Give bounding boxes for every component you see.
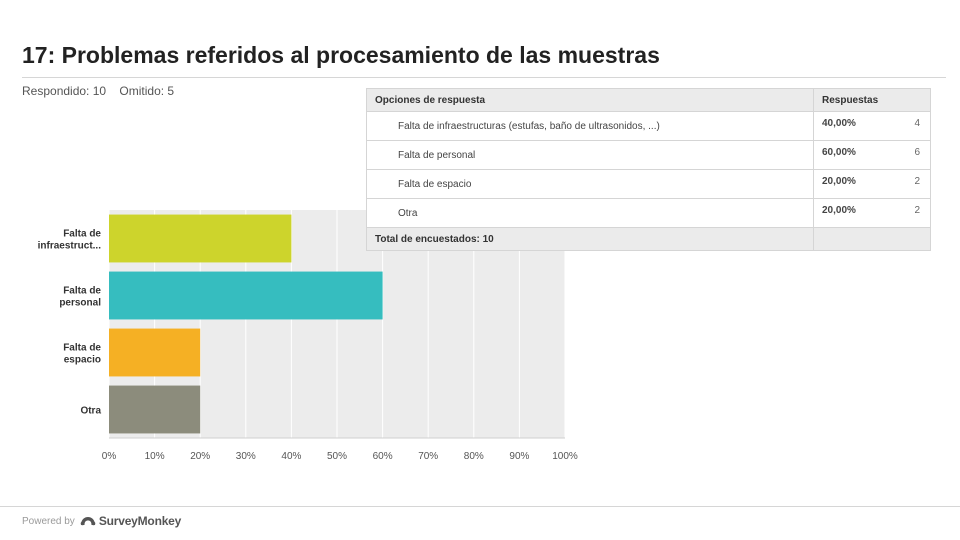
- option-label: Falta de infraestructuras (estufas, baño…: [366, 111, 814, 141]
- response-percent: 60,00%: [822, 147, 856, 158]
- header-options: Opciones de respuesta: [366, 88, 814, 112]
- response-count: 4: [914, 118, 920, 129]
- category-label-line: espacio: [64, 355, 101, 366]
- x-tick-label: 50%: [327, 451, 347, 462]
- table-row: Falta de infraestructuras (estufas, baño…: [366, 111, 931, 141]
- bar: [109, 385, 201, 434]
- response-cell: 60,00% 6: [813, 140, 931, 170]
- category-label-line: Falta de: [63, 343, 101, 354]
- monkey-logo-icon: [80, 517, 96, 526]
- x-tick-label: 10%: [145, 451, 165, 462]
- brand-name: SurveyMonkey: [98, 514, 182, 528]
- table-row: Falta de personal 60,00% 6: [366, 140, 931, 170]
- x-tick-label: 20%: [190, 451, 210, 462]
- footer-divider: [0, 506, 960, 507]
- response-stats: Respondido: 10 Omitido: 5: [22, 84, 174, 98]
- question-title: 17: Problemas referidos al procesamiento…: [22, 42, 660, 68]
- category-label: Falta de infraestruct...: [38, 229, 102, 252]
- x-tick-label: 90%: [509, 451, 529, 462]
- response-count: 2: [914, 176, 920, 187]
- bar: [109, 214, 292, 263]
- category-label-line: Falta de: [63, 229, 101, 240]
- response-cell: 20,00% 2: [813, 169, 931, 199]
- category-label-line: Falta de: [63, 286, 101, 297]
- option-label: Falta de personal: [366, 140, 814, 170]
- total-respondents: Total de encuestados: 10: [366, 227, 814, 251]
- x-tick-label: 100%: [552, 451, 578, 462]
- x-tick-label: 40%: [281, 451, 301, 462]
- responses-table: Opciones de respuesta Respuestas Falta d…: [366, 88, 931, 251]
- total-empty-cell: [813, 227, 931, 251]
- table-total-row: Total de encuestados: 10: [366, 227, 931, 251]
- option-label: Falta de espacio: [366, 169, 814, 199]
- x-tick-label: 0%: [102, 451, 117, 462]
- surveymonkey-logo: SurveyMonkey: [80, 514, 181, 528]
- x-tick-label: 80%: [464, 451, 484, 462]
- response-count: 2: [914, 205, 920, 216]
- x-tick-label: 70%: [418, 451, 438, 462]
- skipped-count: Omitido: 5: [119, 84, 175, 98]
- response-percent: 40,00%: [822, 118, 856, 129]
- category-label: Falta de personal: [59, 286, 101, 309]
- category-label-line: infraestruct...: [38, 241, 102, 252]
- response-percent: 20,00%: [822, 205, 856, 216]
- response-percent: 20,00%: [822, 176, 856, 187]
- header-responses: Respuestas: [813, 88, 931, 112]
- option-label: Otra: [366, 198, 814, 228]
- title-divider: [22, 77, 946, 78]
- response-count: 6: [914, 147, 920, 158]
- table-row: Falta de espacio 20,00% 2: [366, 169, 931, 199]
- table-row: Otra 20,00% 2: [366, 198, 931, 228]
- category-label-line: personal: [59, 298, 101, 309]
- powered-by-label: Powered by: [22, 515, 75, 527]
- table-header-row: Opciones de respuesta Respuestas: [366, 88, 931, 112]
- category-label-line: Otra: [80, 406, 101, 417]
- x-tick-label: 60%: [373, 451, 393, 462]
- bar: [109, 271, 383, 320]
- category-label: Otra: [80, 406, 101, 417]
- x-tick-label: 30%: [236, 451, 256, 462]
- response-cell: 20,00% 2: [813, 198, 931, 228]
- category-label: Falta de espacio: [63, 343, 101, 366]
- footer: Powered by SurveyMonkey: [22, 514, 181, 528]
- answered-count: Respondido: 10: [22, 84, 107, 98]
- bar: [109, 328, 201, 377]
- response-cell: 40,00% 4: [813, 111, 931, 141]
